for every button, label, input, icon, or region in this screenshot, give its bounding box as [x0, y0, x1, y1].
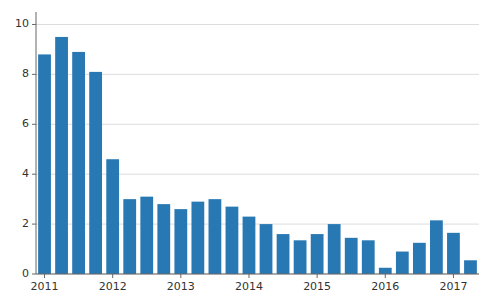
x-tick: [317, 274, 318, 278]
bar: [123, 199, 136, 274]
bar: [345, 238, 358, 274]
grid: [36, 24, 479, 274]
bar: [157, 204, 170, 274]
x-tick-label: 2013: [167, 280, 195, 293]
bar: [379, 268, 392, 274]
x-tick: [44, 274, 45, 278]
y-tick: [32, 74, 36, 75]
bar: [140, 197, 153, 274]
x-tick-label: 2017: [439, 280, 467, 293]
bar: [294, 240, 307, 274]
y-tick: [32, 124, 36, 125]
y-tick-label: 0: [22, 267, 29, 280]
bar: [89, 72, 102, 274]
bar: [106, 159, 119, 274]
x-tick-label: 2015: [303, 280, 331, 293]
x-tick: [385, 274, 386, 278]
x-axis-line: [36, 274, 479, 275]
bar: [191, 202, 204, 274]
grid-line: [36, 174, 479, 175]
bar: [38, 54, 51, 274]
bar: [464, 260, 477, 274]
x-tick-label: 2011: [31, 280, 59, 293]
x-tick-label: 2012: [99, 280, 127, 293]
y-tick: [32, 24, 36, 25]
chart-container: 0 2 4 6 8 10 2011 2012 2013 2014 2015 2016 2017: [0, 0, 491, 302]
bar: [396, 252, 409, 274]
y-tick: [32, 224, 36, 225]
bar: [243, 217, 256, 274]
y-axis-line: [36, 12, 37, 274]
bar: [447, 233, 460, 274]
bar: [174, 209, 187, 274]
bar: [260, 224, 273, 274]
bar: [72, 52, 85, 274]
bar: [209, 199, 222, 274]
y-tick-label: 4: [22, 167, 29, 180]
x-tick-label: 2016: [371, 280, 399, 293]
grid-line: [36, 224, 479, 225]
bar: [362, 240, 375, 274]
bars: [38, 37, 477, 274]
bar: [328, 224, 341, 274]
x-tick: [453, 274, 454, 278]
y-tick: [32, 174, 36, 175]
grid-line: [36, 274, 479, 275]
bar: [430, 220, 443, 274]
x-tick: [112, 274, 113, 278]
bar: [55, 37, 68, 274]
bar: [226, 207, 239, 274]
y-tick: [32, 274, 36, 275]
grid-line: [36, 24, 479, 25]
bar: [311, 234, 324, 274]
y-tick-label: 8: [22, 67, 29, 80]
y-tick-label: 6: [22, 117, 29, 130]
x-tick: [180, 274, 181, 278]
grid-line: [36, 74, 479, 75]
y-tick-label: 2: [22, 217, 29, 230]
x-tick: [248, 274, 249, 278]
bar: [277, 234, 290, 274]
x-tick-label: 2014: [235, 280, 263, 293]
grid-line: [36, 124, 479, 125]
chart-svg: 0 2 4 6 8 10 2011 2012 2013 2014 2015 2016 2017: [0, 0, 491, 302]
y-tick-label: 10: [15, 17, 29, 30]
bar: [413, 243, 426, 274]
